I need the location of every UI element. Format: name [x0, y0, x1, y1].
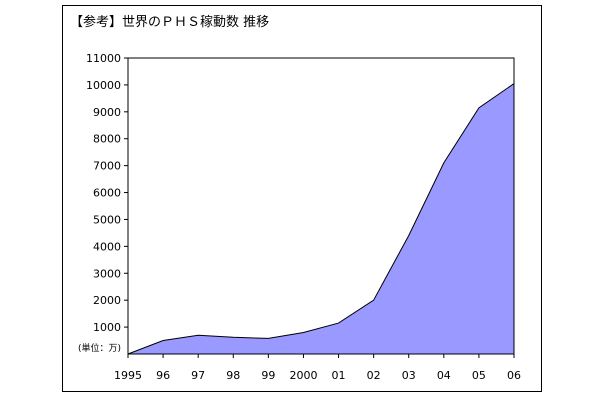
- y-tick-label: 3000: [93, 267, 121, 280]
- y-tick-label: 6000: [93, 187, 121, 200]
- y-tick-label: 5000: [93, 213, 121, 226]
- x-tick-label: 99: [261, 369, 275, 382]
- x-tick-label: 2000: [289, 369, 317, 382]
- x-tick-label: 05: [472, 369, 486, 382]
- x-tick-label: 03: [402, 369, 416, 382]
- x-tick-label: 02: [367, 369, 381, 382]
- y-tick-label: 10000: [86, 79, 121, 92]
- y-tick-label: 9000: [93, 106, 121, 119]
- x-tick-label: 98: [226, 369, 240, 382]
- x-tick-label: 96: [156, 369, 170, 382]
- series-area: [127, 82, 515, 355]
- chart-title: 【参考】世界のＰＨＳ稼動数 推移: [70, 15, 270, 30]
- x-tick-label: 04: [437, 369, 451, 382]
- unit-label: (単位：万): [78, 344, 122, 354]
- y-tick-label: 7000: [93, 160, 121, 173]
- y-tick-label: 11000: [86, 52, 121, 65]
- x-tick-label: 06: [507, 369, 521, 382]
- y-tick-label: 8000: [93, 133, 121, 146]
- x-tick-label: 97: [191, 369, 205, 382]
- x-tick-label: 01: [332, 369, 346, 382]
- y-tick-label: 1000: [93, 321, 121, 334]
- y-tick-label: 4000: [93, 240, 121, 253]
- x-tick-label: 1995: [114, 369, 142, 382]
- y-tick-label: 2000: [93, 294, 121, 307]
